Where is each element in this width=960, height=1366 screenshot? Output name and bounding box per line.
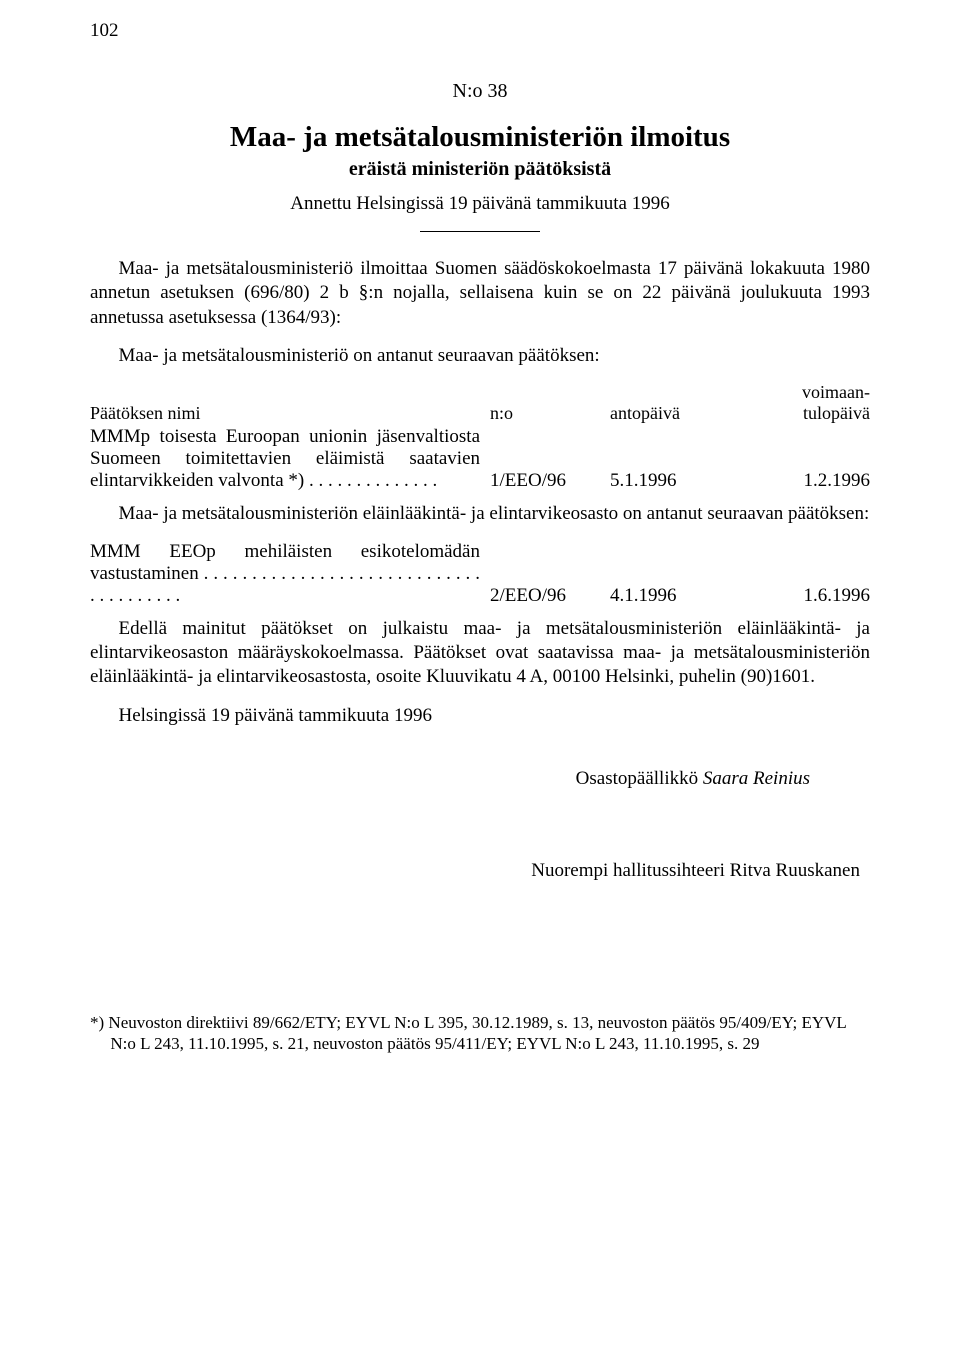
col-header-name-text: Päätöksen nimi bbox=[90, 403, 201, 424]
signatory-2: Nuorempi hallitussihteeri Ritva Ruuskane… bbox=[90, 860, 860, 882]
row1-voimaan: 1.2.1996 bbox=[740, 470, 870, 492]
page-number: 102 bbox=[90, 20, 119, 42]
signatory-2-name: Ritva Ruuskanen bbox=[730, 860, 860, 881]
document-given-line: Annettu Helsingissä 19 päivänä tammikuut… bbox=[90, 193, 870, 215]
section2-lead: Maa- ja metsätalousministeriön eläinlääk… bbox=[90, 502, 870, 526]
table-row: MMMp toisesta Euroopan unionin jäsenvalt… bbox=[90, 426, 870, 492]
col-header-voimaan-bot: tulopäivä bbox=[740, 403, 870, 424]
col-header-antopaiva-text: antopäivä bbox=[610, 403, 680, 424]
row2-antopaiva: 4.1.1996 bbox=[610, 585, 740, 607]
col-header-no-text: n:o bbox=[490, 403, 513, 424]
col-header-voimaan-top: voimaan- bbox=[740, 382, 870, 403]
col-header-voimaan: voimaan- tulopäivä bbox=[740, 382, 870, 424]
document-page: 102 N:o 38 Maa- ja metsätalousministeriö… bbox=[0, 0, 960, 1366]
row1-name: MMMp toisesta Euroopan unionin jäsenvalt… bbox=[90, 426, 490, 492]
row1-no: 1/EEO/96 bbox=[490, 470, 610, 492]
col-header-name: Päätöksen nimi bbox=[90, 382, 490, 424]
signatory-1-name: Saara Reinius bbox=[703, 768, 810, 789]
section1-lead: Maa- ja metsätalousministeriö on antanut… bbox=[90, 344, 870, 368]
signatory-2-title: Nuorempi hallitussihteeri bbox=[531, 860, 729, 881]
footnote: *) Neuvoston direktiivi 89/662/ETY; EYVL… bbox=[90, 1012, 870, 1055]
document-number: N:o 38 bbox=[90, 80, 870, 103]
table-header-row: Päätöksen nimi n:o antopäivä voimaan- tu… bbox=[90, 382, 870, 424]
document-title: Maa- ja metsätalousministeriön ilmoitus bbox=[90, 121, 870, 154]
title-rule bbox=[420, 231, 540, 232]
tail-paragraph: Edellä mainitut päätökset on julkaistu m… bbox=[90, 617, 870, 690]
row2-voimaan: 1.6.1996 bbox=[740, 585, 870, 607]
signatory-1-title: Osastopäällikkö bbox=[576, 768, 703, 789]
intro-paragraph: Maa- ja metsätalousministeriö ilmoittaa … bbox=[90, 257, 870, 330]
place-date: Helsingissä 19 päivänä tammikuuta 1996 bbox=[90, 704, 870, 728]
col-header-no: n:o bbox=[490, 382, 610, 424]
row2-no: 2/EEO/96 bbox=[490, 585, 610, 607]
title-rule-wrap bbox=[90, 219, 870, 237]
row1-antopaiva: 5.1.1996 bbox=[610, 470, 740, 492]
signatory-1: Osastopäällikkö Saara Reinius bbox=[90, 768, 810, 790]
table-row: MMM EEOp mehiläisten esikotelomädän vast… bbox=[90, 541, 870, 607]
document-subtitle: eräistä ministeriön päätöksistä bbox=[90, 158, 870, 181]
col-header-antopaiva: antopäivä bbox=[610, 382, 740, 424]
row2-name: MMM EEOp mehiläisten esikotelomädän vast… bbox=[90, 541, 490, 607]
